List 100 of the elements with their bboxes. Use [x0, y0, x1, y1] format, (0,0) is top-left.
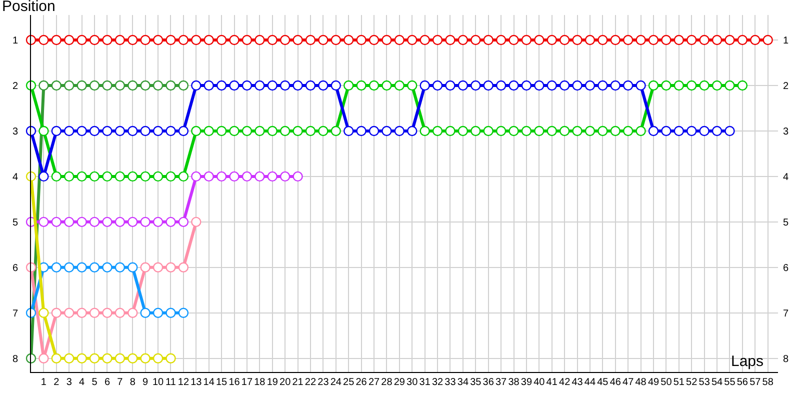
point — [254, 80, 265, 91]
x-tick-label: 37 — [495, 377, 508, 388]
point — [128, 262, 138, 272]
point — [318, 34, 328, 46]
point — [89, 126, 100, 136]
point — [102, 262, 112, 272]
x-tick-label: 11 — [166, 377, 176, 388]
point — [178, 126, 189, 136]
point — [254, 126, 265, 136]
point — [559, 34, 570, 46]
point — [394, 80, 405, 91]
point — [229, 171, 240, 182]
point — [128, 80, 138, 91]
point — [344, 80, 354, 91]
point — [737, 80, 748, 91]
point — [394, 126, 405, 136]
point — [292, 34, 303, 46]
point — [76, 353, 87, 364]
point — [76, 262, 87, 272]
point — [330, 80, 341, 91]
x-tick-label: 3 — [66, 377, 72, 388]
point — [140, 308, 150, 318]
point — [64, 308, 74, 318]
x-tick-label: 7 — [117, 377, 124, 388]
x-tick-label: 57 — [750, 377, 762, 388]
point — [51, 308, 62, 318]
x-tick-label: 1 — [40, 377, 47, 388]
x-tick-label: 38 — [508, 377, 520, 388]
point — [762, 34, 773, 46]
point — [470, 80, 481, 91]
point — [546, 34, 557, 46]
point — [686, 126, 697, 136]
x-tick-label: 31 — [419, 377, 431, 388]
point — [89, 353, 100, 364]
point — [267, 34, 278, 46]
point — [598, 126, 608, 136]
point — [559, 126, 570, 136]
x-tick-label: 6 — [104, 377, 110, 388]
point — [204, 126, 214, 136]
x-tick-label: 47 — [622, 377, 634, 388]
point — [64, 262, 74, 272]
point — [420, 80, 430, 91]
point — [483, 126, 494, 136]
point — [420, 126, 430, 136]
point — [636, 126, 646, 136]
point — [344, 126, 354, 136]
x-tick-label: 28 — [381, 377, 393, 388]
point — [51, 80, 62, 91]
point — [38, 34, 49, 46]
y-tick-label: 3 — [12, 126, 18, 138]
point — [724, 126, 735, 136]
x-tick-label: 34 — [457, 377, 469, 388]
point — [242, 34, 252, 46]
point — [699, 126, 710, 136]
point — [51, 34, 62, 46]
point — [178, 216, 189, 228]
point — [76, 171, 87, 182]
point — [598, 80, 608, 91]
point — [584, 34, 596, 46]
point — [445, 126, 456, 136]
point — [305, 34, 316, 46]
x-tick-label: 49 — [648, 377, 660, 388]
point — [368, 34, 380, 46]
point — [699, 80, 710, 91]
point — [508, 80, 519, 91]
point — [280, 126, 290, 136]
point — [178, 34, 189, 46]
point — [166, 126, 176, 136]
y-tick-label: 4 — [12, 172, 18, 183]
y-tick-label: 7 — [12, 308, 18, 320]
point — [89, 262, 100, 272]
x-tick-label: 19 — [266, 377, 278, 388]
point — [102, 171, 112, 182]
point — [661, 126, 672, 136]
y-axis-title: Position — [2, 0, 56, 15]
point — [166, 80, 176, 91]
point — [470, 126, 481, 136]
point — [622, 126, 634, 136]
point — [572, 34, 582, 46]
point — [534, 34, 544, 46]
point — [598, 34, 608, 46]
y2-tick-label: 5 — [783, 217, 789, 228]
point — [89, 34, 100, 46]
point — [622, 80, 634, 91]
point — [699, 34, 710, 46]
y2-tick-label: 1 — [783, 36, 789, 47]
point — [191, 126, 202, 136]
point — [64, 34, 74, 46]
point — [38, 216, 49, 228]
point — [140, 216, 150, 228]
point — [166, 34, 176, 46]
point — [114, 34, 126, 46]
x-tick-label: 12 — [178, 377, 190, 388]
point — [280, 171, 290, 182]
x-tick-label: 22 — [304, 377, 316, 388]
point — [496, 34, 506, 46]
point — [648, 126, 659, 136]
point — [114, 126, 126, 136]
point — [38, 171, 49, 182]
point — [191, 171, 202, 182]
